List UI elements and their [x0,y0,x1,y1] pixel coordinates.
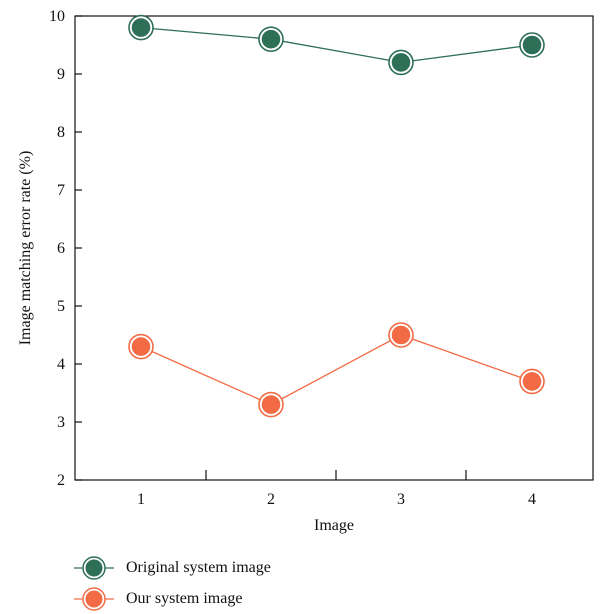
data-point [258,391,284,418]
x-tick-label: 1 [137,491,145,508]
y-tick-label: 5 [57,298,65,315]
data-point [128,333,154,360]
legend-label-ours: Our system image [126,589,243,607]
data-point [388,322,414,348]
x-axis-ticks: 1 2 3 4 [137,470,536,508]
legend-item-original: Original system image [74,552,271,583]
series-line-ours [140,334,533,406]
legend-marker-original [74,555,114,580]
legend: Original system image Our system image [74,552,271,614]
legend-label-original: Original system image [126,558,271,576]
data-point [388,49,414,76]
y-axis-label: Image matching error rate (%) [17,151,34,346]
series-layer [128,14,545,418]
data-point [128,14,154,41]
x-tick-label: 4 [528,491,536,508]
plot-frame [74,15,594,481]
y-tick-label: 9 [57,66,65,83]
y-tick-label: 7 [57,182,65,199]
y-tick-label: 2 [57,472,65,489]
x-tick-label: 3 [397,491,405,508]
y-tick-label: 3 [57,414,65,431]
y-tick-label: 8 [57,124,65,141]
data-point [519,368,545,395]
data-point [519,32,545,58]
legend-item-ours: Our system image [74,583,271,614]
legend-marker-ours [74,586,114,611]
series-line-original [140,26,533,64]
x-axis-label: Image [314,517,354,534]
data-point [258,26,284,53]
y-axis-ticks: 2 3 4 5 6 7 8 9 10 [49,8,82,489]
x-tick-label: 2 [267,491,275,508]
y-tick-label: 4 [57,356,65,373]
y-tick-label: 10 [49,8,65,25]
y-tick-label: 6 [57,240,65,257]
